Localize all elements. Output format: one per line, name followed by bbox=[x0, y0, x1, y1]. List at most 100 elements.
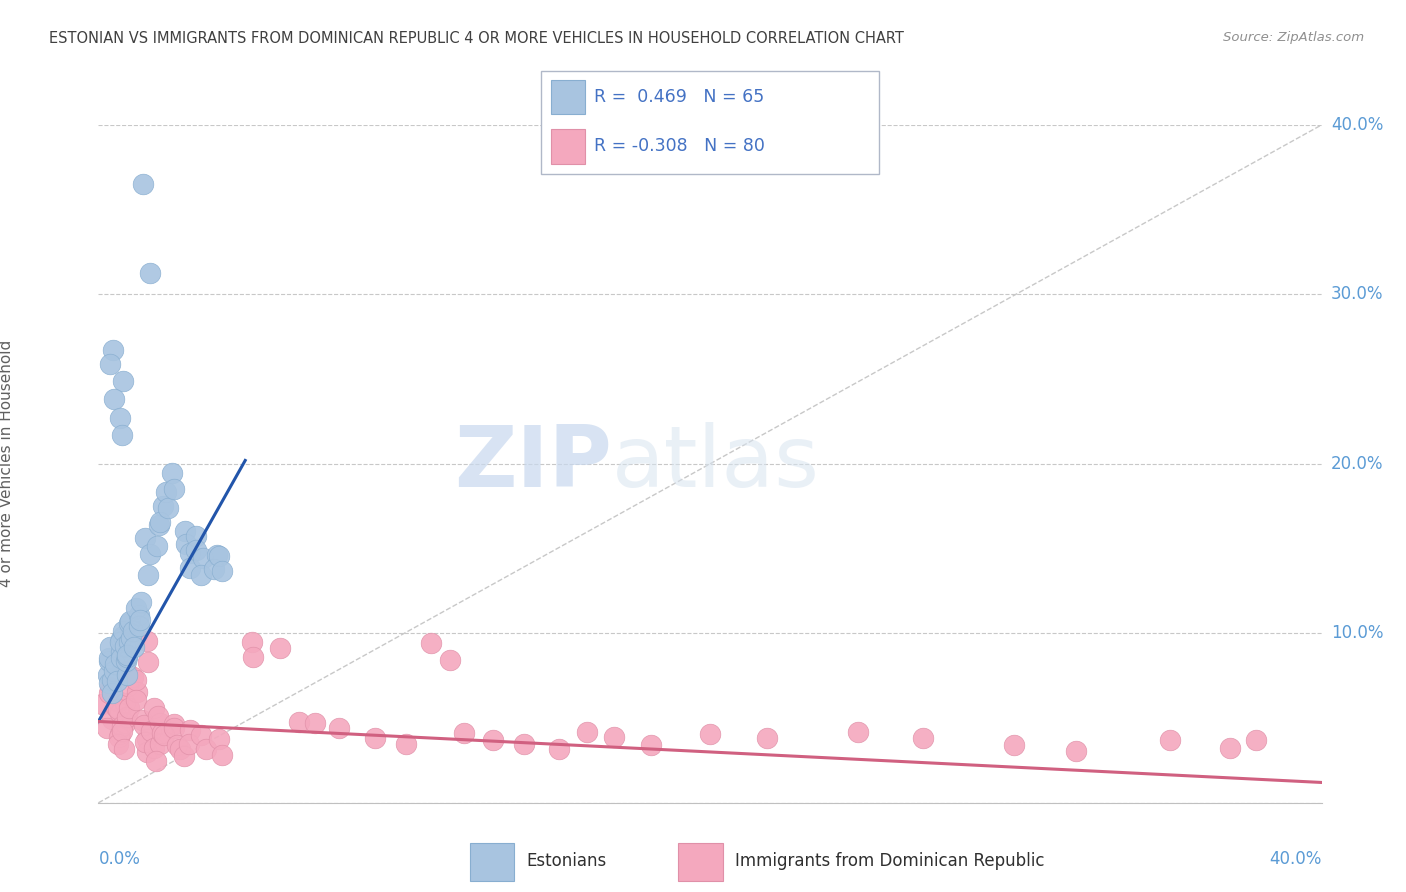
Text: 0.0%: 0.0% bbox=[98, 850, 141, 868]
Point bbox=[103, 392, 125, 406]
Text: Source: ZipAtlas.com: Source: ZipAtlas.com bbox=[1223, 31, 1364, 45]
Point bbox=[115, 668, 138, 682]
Point bbox=[145, 755, 167, 769]
Point bbox=[174, 537, 197, 551]
Text: Immigrants from Dominican Republic: Immigrants from Dominican Republic bbox=[735, 852, 1045, 870]
Point bbox=[125, 685, 148, 699]
Point bbox=[190, 568, 212, 582]
Point bbox=[129, 613, 152, 627]
Text: Estonians: Estonians bbox=[527, 852, 607, 870]
Point bbox=[208, 732, 231, 747]
Point bbox=[111, 629, 134, 643]
Point bbox=[117, 616, 139, 631]
Point bbox=[135, 745, 157, 759]
Text: R = -0.308   N = 80: R = -0.308 N = 80 bbox=[593, 137, 765, 155]
Point bbox=[114, 664, 136, 678]
Point bbox=[602, 731, 624, 745]
Point bbox=[420, 636, 443, 650]
Point bbox=[846, 725, 869, 739]
Point bbox=[134, 735, 156, 749]
Point bbox=[128, 618, 150, 632]
Point bbox=[191, 551, 214, 566]
Point bbox=[97, 686, 120, 700]
FancyBboxPatch shape bbox=[470, 843, 515, 881]
Point bbox=[122, 640, 145, 654]
Point bbox=[132, 178, 155, 192]
Text: ZIP: ZIP bbox=[454, 422, 612, 506]
Point bbox=[1246, 732, 1268, 747]
Point bbox=[150, 725, 173, 739]
Point bbox=[115, 648, 138, 663]
Point bbox=[163, 483, 186, 497]
Point bbox=[103, 343, 125, 357]
Text: 10.0%: 10.0% bbox=[1331, 624, 1384, 642]
Point bbox=[117, 649, 139, 664]
Point bbox=[136, 655, 159, 669]
Point bbox=[155, 485, 177, 500]
Point bbox=[111, 624, 134, 639]
Point bbox=[108, 726, 131, 740]
Point bbox=[117, 679, 139, 693]
Point bbox=[149, 515, 172, 529]
Point bbox=[125, 601, 148, 615]
Text: 20.0%: 20.0% bbox=[1331, 455, 1384, 473]
Point bbox=[146, 709, 169, 723]
Point bbox=[122, 624, 145, 639]
Point bbox=[110, 645, 132, 659]
Point bbox=[107, 701, 129, 715]
Point bbox=[163, 721, 186, 735]
Point bbox=[202, 562, 225, 576]
Point bbox=[328, 721, 350, 735]
Point bbox=[118, 614, 141, 628]
Point bbox=[1002, 739, 1025, 753]
Point bbox=[166, 738, 188, 752]
Point bbox=[169, 742, 191, 756]
Point bbox=[136, 567, 159, 582]
Point bbox=[162, 466, 184, 480]
Point bbox=[136, 731, 159, 746]
Point bbox=[131, 713, 153, 727]
Point bbox=[98, 675, 121, 690]
Point bbox=[110, 428, 132, 442]
Point bbox=[1064, 744, 1087, 758]
Point bbox=[111, 374, 134, 388]
Point bbox=[186, 542, 208, 557]
Point bbox=[134, 531, 156, 545]
Point bbox=[208, 549, 231, 563]
Point bbox=[173, 749, 195, 764]
Point bbox=[179, 723, 201, 737]
Point bbox=[129, 595, 152, 609]
Point bbox=[101, 686, 124, 700]
Point bbox=[1159, 733, 1181, 747]
Point bbox=[453, 726, 475, 740]
Point bbox=[103, 664, 125, 678]
Point bbox=[110, 706, 132, 721]
Point bbox=[152, 500, 174, 514]
Point bbox=[194, 742, 217, 756]
Point bbox=[125, 673, 148, 687]
Point bbox=[205, 548, 228, 562]
Point bbox=[304, 716, 326, 731]
Point bbox=[114, 696, 136, 710]
Point bbox=[108, 411, 131, 425]
Point bbox=[149, 737, 172, 751]
Point bbox=[269, 641, 291, 656]
Point bbox=[101, 712, 124, 726]
Point bbox=[755, 731, 778, 745]
Point bbox=[118, 634, 141, 648]
Text: ESTONIAN VS IMMIGRANTS FROM DOMINICAN REPUBLIC 4 OR MORE VEHICLES IN HOUSEHOLD C: ESTONIAN VS IMMIGRANTS FROM DOMINICAN RE… bbox=[49, 31, 904, 46]
Point bbox=[242, 649, 264, 664]
Point bbox=[513, 737, 536, 751]
Point bbox=[174, 524, 197, 539]
Point bbox=[186, 529, 208, 543]
Point bbox=[364, 731, 387, 745]
Point bbox=[548, 742, 571, 756]
Point bbox=[107, 694, 129, 708]
Point bbox=[157, 501, 180, 516]
Point bbox=[142, 700, 165, 714]
Point bbox=[111, 723, 134, 738]
Point bbox=[1219, 740, 1241, 755]
Point bbox=[135, 633, 157, 648]
Point bbox=[240, 634, 263, 648]
Point bbox=[114, 654, 136, 668]
